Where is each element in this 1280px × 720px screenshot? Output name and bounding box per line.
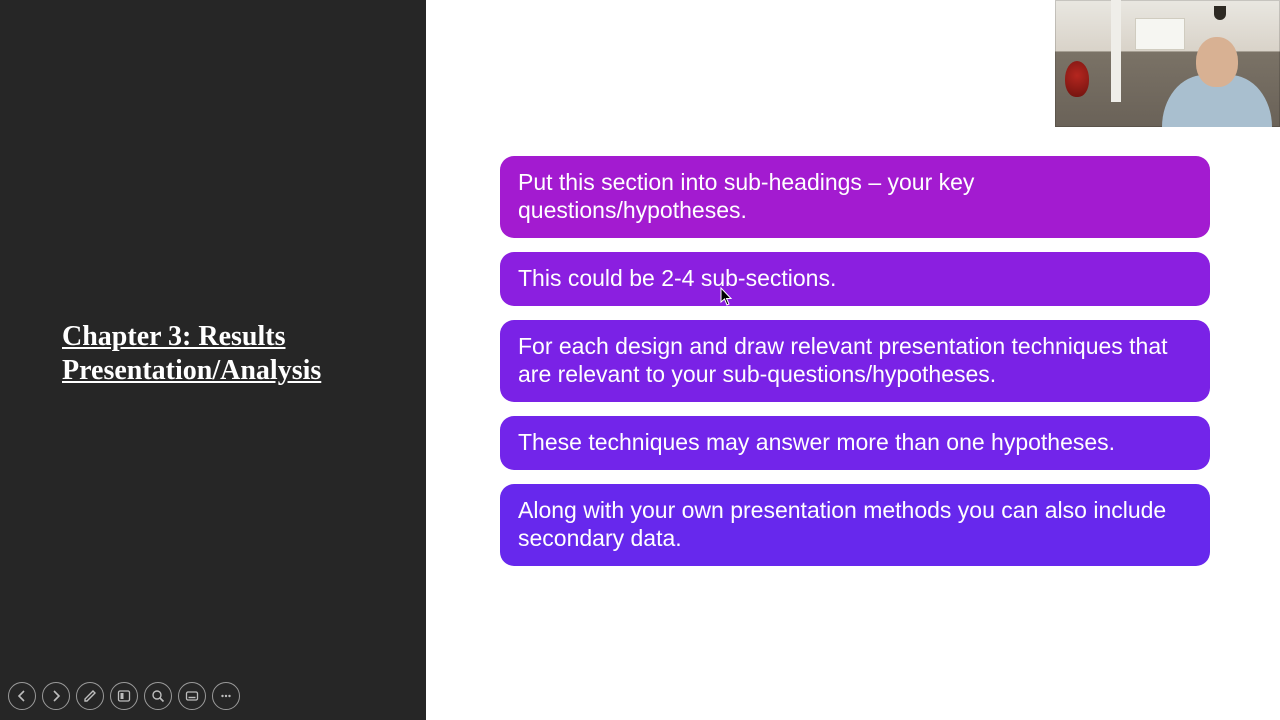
bullet-item: Along with your own presentation methods… — [500, 484, 1210, 566]
webcam-thumbnail — [1055, 0, 1280, 127]
webcam-bg-pillar — [1111, 0, 1121, 102]
webcam-person-head — [1196, 37, 1238, 87]
presentation-stage: Chapter 3: Results Presentation/Analysis… — [0, 0, 1280, 720]
webcam-person — [1152, 29, 1272, 127]
zoom-button[interactable] — [144, 682, 172, 710]
bullet-item: Put this section into sub-headings – you… — [500, 156, 1210, 238]
subtitles-icon — [185, 689, 199, 703]
previous-slide-button[interactable] — [8, 682, 36, 710]
pen-icon — [83, 689, 97, 703]
bullet-item: This could be 2-4 sub-sections. — [500, 252, 1210, 306]
chevron-left-icon — [16, 690, 28, 702]
slide-views-button[interactable] — [110, 682, 138, 710]
layout-icon — [117, 689, 131, 703]
bullet-list: Put this section into sub-headings – you… — [500, 156, 1210, 566]
presenter-toolbar — [6, 678, 242, 714]
pen-tool-button[interactable] — [76, 682, 104, 710]
chapter-title: Chapter 3: Results Presentation/Analysis — [62, 320, 392, 387]
sidebar-panel: Chapter 3: Results Presentation/Analysis — [0, 0, 426, 720]
next-slide-button[interactable] — [42, 682, 70, 710]
more-options-button[interactable] — [212, 682, 240, 710]
chevron-right-icon — [50, 690, 62, 702]
subtitles-button[interactable] — [178, 682, 206, 710]
bullet-item: These techniques may answer more than on… — [500, 416, 1210, 470]
magnifier-icon — [151, 689, 165, 703]
ellipsis-icon — [219, 689, 233, 703]
webcam-bg-plant — [1065, 61, 1089, 97]
bullet-item: For each design and draw relevant presen… — [500, 320, 1210, 402]
webcam-bg-lamp — [1214, 6, 1226, 20]
